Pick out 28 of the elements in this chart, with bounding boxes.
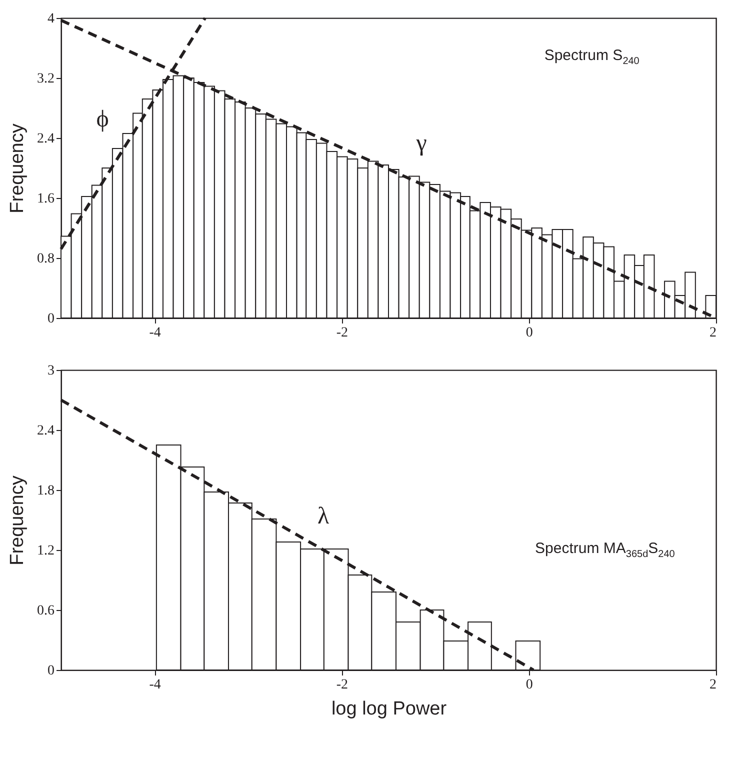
y-tick-label: 0	[48, 312, 54, 326]
x-tick-label: 2	[710, 678, 716, 692]
annotation: Spectrum MA$_{365d}$S$_{240}$	[535, 540, 675, 560]
annotation: γ	[416, 130, 427, 158]
x-tick-label: 2	[710, 326, 716, 340]
y-tick-label: 2.4	[37, 132, 54, 146]
y-tick-label: 1.2	[37, 544, 54, 558]
y-tick-label: 0	[48, 664, 54, 678]
x-tick-label: -4	[149, 678, 161, 692]
y-tick-label: 3.2	[37, 72, 54, 86]
y-tick-label: 1.6	[37, 192, 54, 206]
y-tick-label: 2.4	[37, 424, 54, 438]
x-tick-label: -4	[149, 326, 161, 340]
y-tick-label: 1.8	[37, 484, 54, 498]
x-tick-label: -2	[336, 326, 348, 340]
x-tick-label: 0	[526, 326, 533, 340]
x-axis-title: log log Power	[331, 698, 448, 720]
annotation: ϕ	[96, 106, 109, 134]
y-tick-label: 4	[48, 12, 54, 26]
y-tick-label: 0.6	[37, 604, 54, 618]
y-axis-title: Frequency	[7, 123, 28, 214]
y-tick-label: 3	[48, 364, 54, 378]
x-tick-label: -2	[336, 678, 348, 692]
y-tick-label: 0.8	[37, 252, 54, 266]
y-axis-title: Frequency	[7, 475, 28, 566]
x-tick-label: 0	[526, 678, 533, 692]
annotation: λ	[317, 504, 330, 531]
annotation: Spectrum S$_{240}$	[544, 47, 640, 68]
